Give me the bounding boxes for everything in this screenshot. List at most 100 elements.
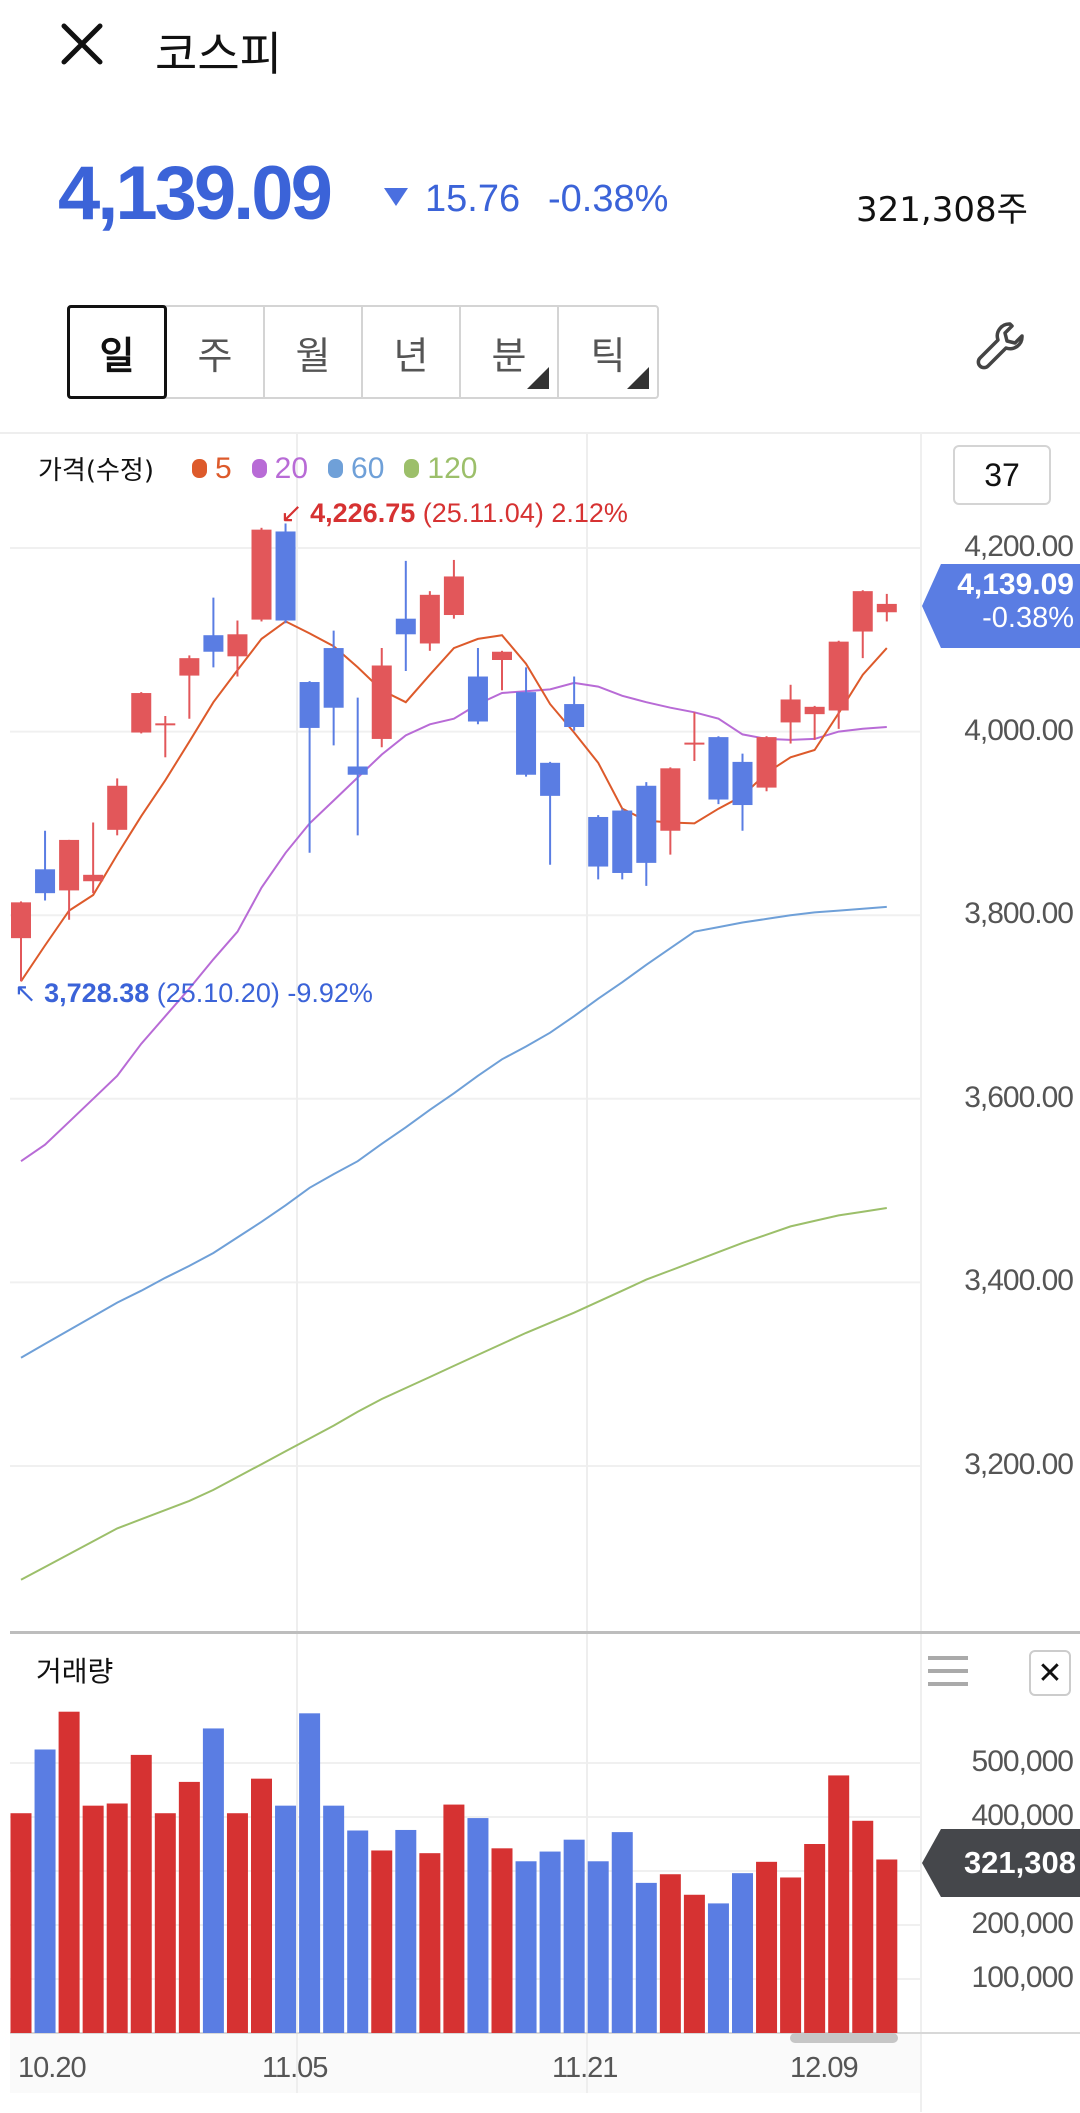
low-value: 3,728.38 xyxy=(44,978,150,1008)
x-axis-label: 10.20 xyxy=(18,2052,87,2084)
hamburger-icon xyxy=(928,1656,968,1686)
price-axis-label: 3,200.00 xyxy=(964,1448,1074,1481)
legend-ma5[interactable]: 5 xyxy=(191,452,232,486)
candle-body xyxy=(636,785,657,863)
tab-week[interactable]: 주 xyxy=(167,307,265,397)
volume-bar xyxy=(732,1873,753,2033)
candle-body xyxy=(347,766,368,775)
candle-body xyxy=(876,603,897,613)
tab-month[interactable]: 월 xyxy=(265,307,363,397)
x-axis-area xyxy=(10,2033,920,2093)
tab-label: 주 xyxy=(197,333,233,378)
candle-body xyxy=(684,742,705,745)
x-axis-label: 11.05 xyxy=(262,2052,328,2084)
candle-body xyxy=(708,737,729,800)
legend-ma120[interactable]: 120 xyxy=(404,452,477,486)
tab-tick[interactable]: 틱 xyxy=(559,307,657,397)
volume-bar xyxy=(419,1853,441,2033)
volume-bar xyxy=(707,1903,729,2033)
candle-body xyxy=(660,768,681,831)
volume-bar xyxy=(659,1874,681,2033)
current-volume-tag: 321,308 xyxy=(922,1829,1080,1897)
candle-body xyxy=(275,531,296,621)
low-date: (25.10.20) xyxy=(156,978,280,1008)
low-rate: -9.92% xyxy=(287,978,373,1008)
volume-bar xyxy=(299,1713,321,2033)
volume-bar xyxy=(635,1882,657,2033)
settings-button[interactable] xyxy=(972,318,1028,374)
chart-legend: 가격(수정) 5 20 60 120 xyxy=(38,450,497,487)
candle-body xyxy=(59,839,80,891)
volume-bar xyxy=(10,1813,32,2033)
candle-body xyxy=(299,682,320,728)
candle-body xyxy=(83,874,104,882)
candle-body xyxy=(540,762,561,796)
volume-axis-label: 500,000 xyxy=(971,1745,1074,1778)
volume-bar xyxy=(683,1894,705,2033)
price-axis-label: 3,600.00 xyxy=(964,1081,1074,1114)
price-change: 15.76 xyxy=(425,178,521,220)
legend-title: 가격(수정) xyxy=(38,456,154,486)
high-value: 4,226.75 xyxy=(310,498,416,528)
legend-dot xyxy=(191,459,207,478)
axis-separator xyxy=(920,432,922,2112)
low-marker: ↖ 3,728.38 (25.10.20) -9.92% xyxy=(14,978,373,1009)
volume-axis-label: 100,000 xyxy=(971,1961,1074,1994)
tab-day[interactable]: 일 xyxy=(67,305,167,399)
wrench-icon xyxy=(976,322,1024,370)
tag-rate: -0.38% xyxy=(982,602,1074,634)
volume-menu-button[interactable] xyxy=(928,1655,968,1687)
tab-label: 분 xyxy=(491,333,527,378)
ma60-line xyxy=(20,905,887,1359)
volume-bar xyxy=(347,1830,369,2033)
candle-body xyxy=(467,676,488,722)
candle-body xyxy=(323,648,344,708)
tab-minute[interactable]: 분 xyxy=(461,307,559,397)
volume-close-button[interactable]: ✕ xyxy=(1029,1650,1071,1696)
candle-body xyxy=(419,594,440,644)
volume-bar xyxy=(780,1877,802,2033)
tab-label: 일 xyxy=(99,333,135,378)
tab-year[interactable]: 년 xyxy=(363,307,461,397)
volume-bar xyxy=(82,1805,104,2033)
candle-body xyxy=(443,576,464,616)
volume-bar xyxy=(395,1829,417,2033)
candle-count-button[interactable]: 37 xyxy=(953,445,1051,505)
candle-body xyxy=(251,529,272,620)
close-button[interactable] xyxy=(56,18,108,70)
candle-body xyxy=(395,618,416,635)
ma120-line xyxy=(20,1207,887,1581)
price-axis-label: 4,000.00 xyxy=(964,714,1074,747)
candle-body xyxy=(612,810,633,873)
volume-bar xyxy=(876,1859,898,2033)
volume-bar xyxy=(467,1818,489,2033)
close-icon xyxy=(61,23,103,65)
trade-volume: 321,308주 xyxy=(856,190,1028,230)
chart-scrollbar[interactable] xyxy=(790,2033,898,2043)
volume-bar xyxy=(587,1861,609,2033)
candle-body xyxy=(756,737,777,788)
close-icon: ✕ xyxy=(1037,1656,1063,1690)
tab-label: 월 xyxy=(295,333,331,378)
candle-body xyxy=(35,869,56,894)
x-axis-label: 12.09 xyxy=(790,2052,859,2084)
panel-divider[interactable] xyxy=(10,1631,1080,1634)
current-price-tag: 4,139.09 -0.38% xyxy=(922,564,1080,648)
volume-bar xyxy=(251,1778,272,2033)
volume-bar xyxy=(539,1851,561,2033)
volume-bar xyxy=(106,1803,128,2033)
volume-bar xyxy=(852,1820,874,2033)
ma5-line xyxy=(20,620,888,982)
candle-body xyxy=(492,651,512,660)
volume-bar xyxy=(804,1844,826,2033)
volume-axis-label: 400,000 xyxy=(971,1799,1074,1832)
volume-axis-label: 200,000 xyxy=(971,1907,1074,1940)
legend-ma20[interactable]: 20 xyxy=(251,451,309,486)
volume-bar xyxy=(58,1711,80,2033)
volume-bars xyxy=(10,1711,898,2033)
legend-ma60[interactable]: 60 xyxy=(328,452,384,486)
legend-dot xyxy=(251,459,267,478)
legend-dot xyxy=(404,459,420,478)
legend-label: 20 xyxy=(274,451,309,485)
period-tabs: 일 주 월 년 분 틱 xyxy=(67,305,659,399)
